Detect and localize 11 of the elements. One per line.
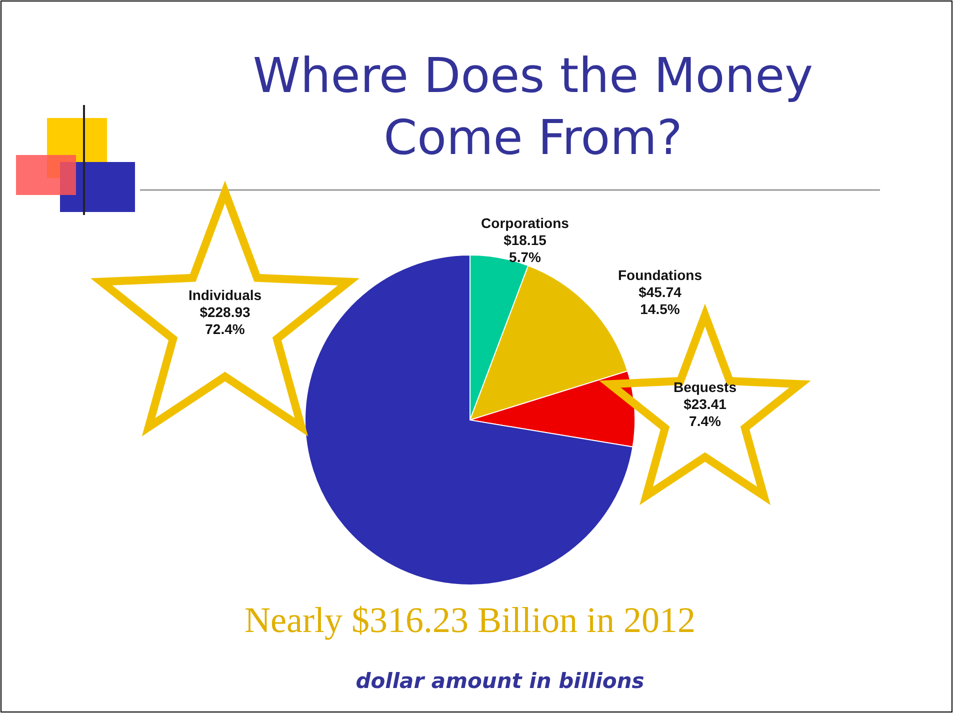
data-label: $228.93 72.4% bbox=[200, 304, 251, 337]
text: Nearly $316.23 Billion in 2012 bbox=[244, 600, 696, 640]
slice-label: Corporations bbox=[481, 215, 570, 231]
slice-label: Individuals bbox=[188, 287, 262, 303]
data-label: $18.15 5.7% bbox=[504, 232, 547, 265]
text: dollar amount in billions bbox=[356, 669, 644, 693]
data-label: $45.74 14.5% bbox=[638, 284, 682, 317]
slice-label: Foundations bbox=[618, 267, 702, 283]
chart-title: Where Does the Money Come From? bbox=[252, 48, 814, 166]
data-label: $23.41 7.4% bbox=[684, 396, 727, 429]
slice-label: Bequests bbox=[673, 379, 737, 395]
